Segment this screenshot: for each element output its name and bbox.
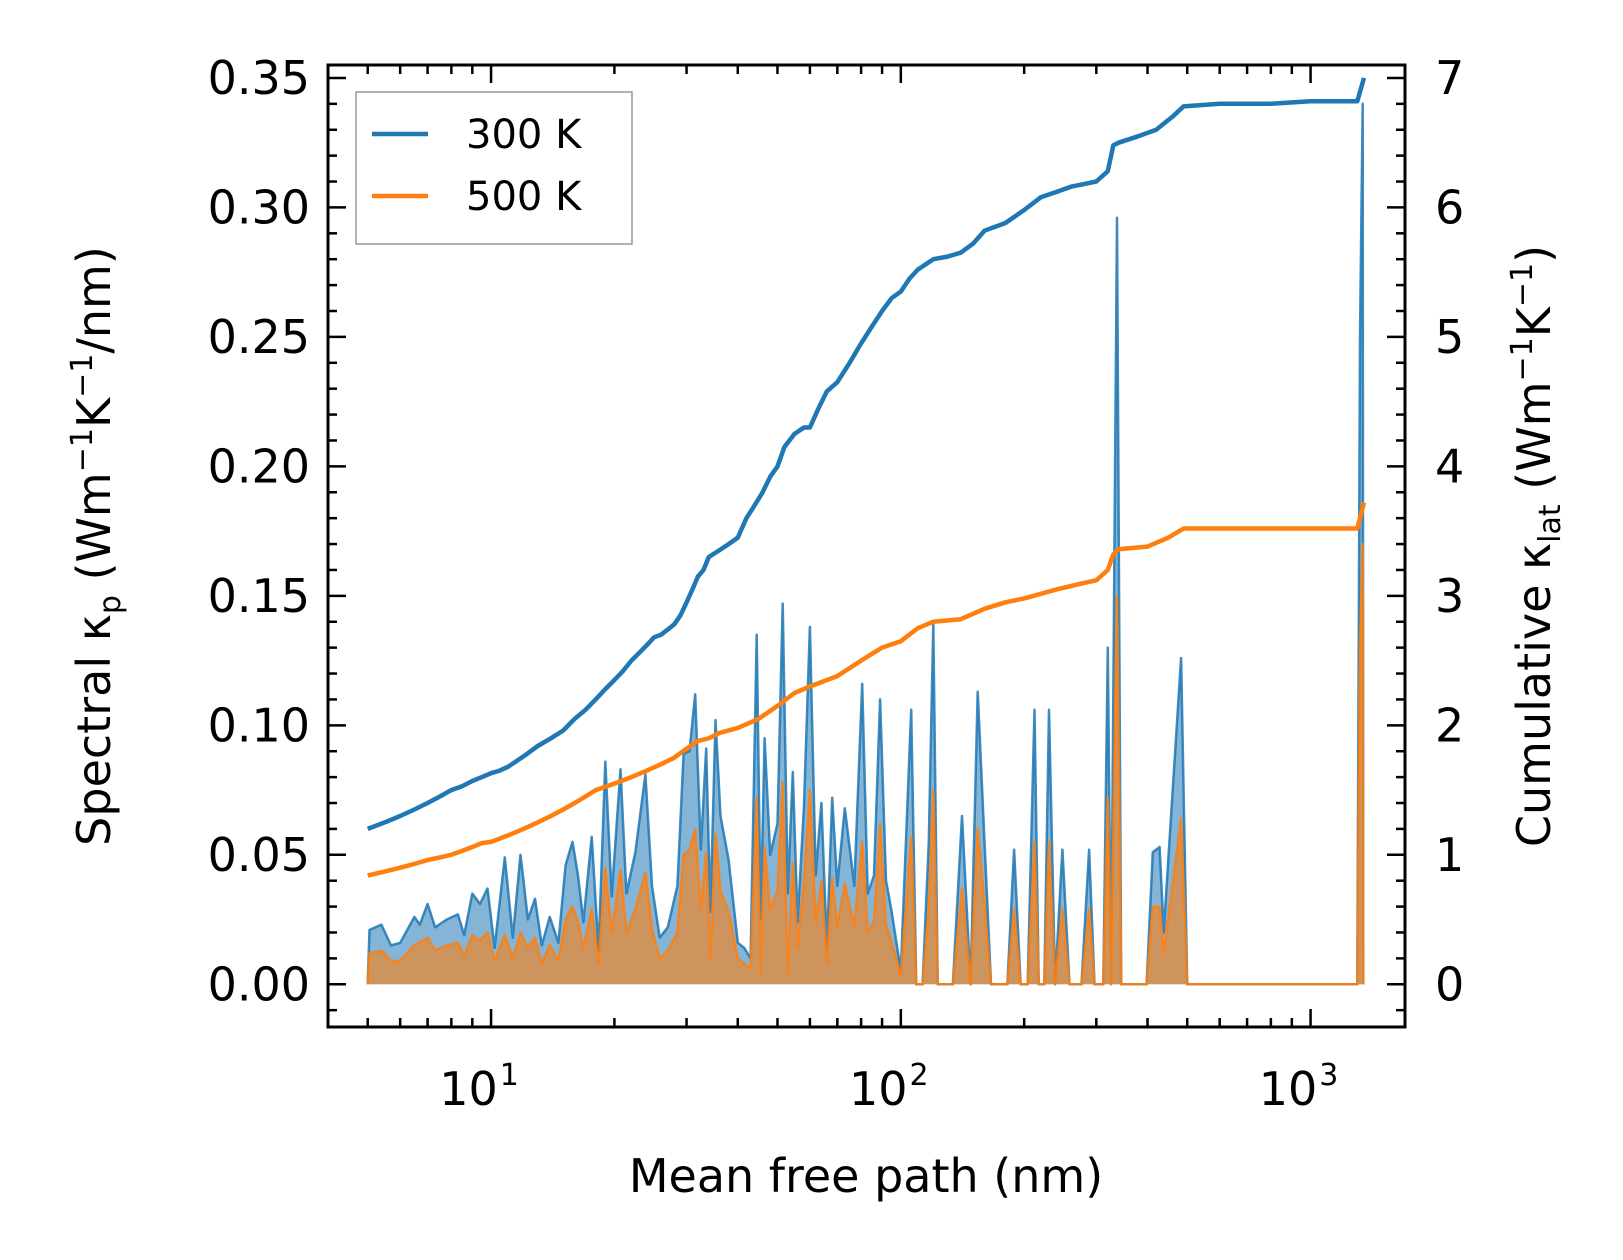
y2-axis-label: Cumulative κlat (Wm−1K−1) — [1505, 245, 1568, 847]
y-tick-label: 0.30 — [208, 180, 310, 234]
y-tick-label: 0.35 — [208, 51, 310, 105]
y-tick-label: 0.10 — [208, 698, 310, 752]
spectral-area-500k — [367, 544, 1364, 985]
y-axis-label: Spectral κp (Wm−1K−1/nm) — [65, 246, 128, 846]
spectral-line-300k — [366, 102, 1365, 986]
x-tick-label: 102 — [849, 1058, 929, 1116]
legend: 300 K 500 K — [355, 91, 633, 245]
y-tick-label: 0.05 — [208, 828, 310, 882]
y-tick-label: 0.25 — [208, 310, 310, 364]
plot-frame — [326, 63, 1407, 1029]
cumulative-series-layer — [366, 77, 1367, 878]
y-tick-labels: 0.00 0.05 0.10 0.15 0.20 0.25 0.30 0.35 — [208, 51, 310, 1011]
spectral-line-500k — [366, 542, 1365, 986]
x-tick-labels: 101 102 103 — [439, 1058, 1338, 1116]
y-tick-label: 0.20 — [208, 439, 310, 493]
legend-label-300k: 300 K — [466, 112, 583, 158]
spectral-series-layer — [366, 102, 1365, 986]
cumulative-line-300k — [366, 77, 1367, 832]
y2-tick-label: 2 — [1435, 698, 1464, 752]
y2-tick-label: 0 — [1435, 957, 1464, 1011]
y-tick-label: 0.15 — [208, 569, 310, 623]
y2-tick-labels: 0 1 2 3 4 5 6 7 — [1435, 51, 1464, 1011]
y2-tick-label: 1 — [1435, 828, 1464, 882]
y2-tick-label: 4 — [1435, 439, 1464, 493]
legend-box — [355, 91, 633, 245]
x-axis-label: Mean free path (nm) — [629, 1149, 1103, 1203]
y-tick-label: 0.00 — [208, 957, 310, 1011]
legend-label-500k: 500 K — [466, 174, 583, 220]
y2-tick-label: 5 — [1435, 310, 1464, 364]
y2-tick-label: 3 — [1435, 569, 1464, 623]
cumulative-line-500k — [367, 502, 1367, 878]
y2-tick-label: 6 — [1435, 180, 1464, 234]
y2-tick-label: 7 — [1435, 51, 1464, 105]
